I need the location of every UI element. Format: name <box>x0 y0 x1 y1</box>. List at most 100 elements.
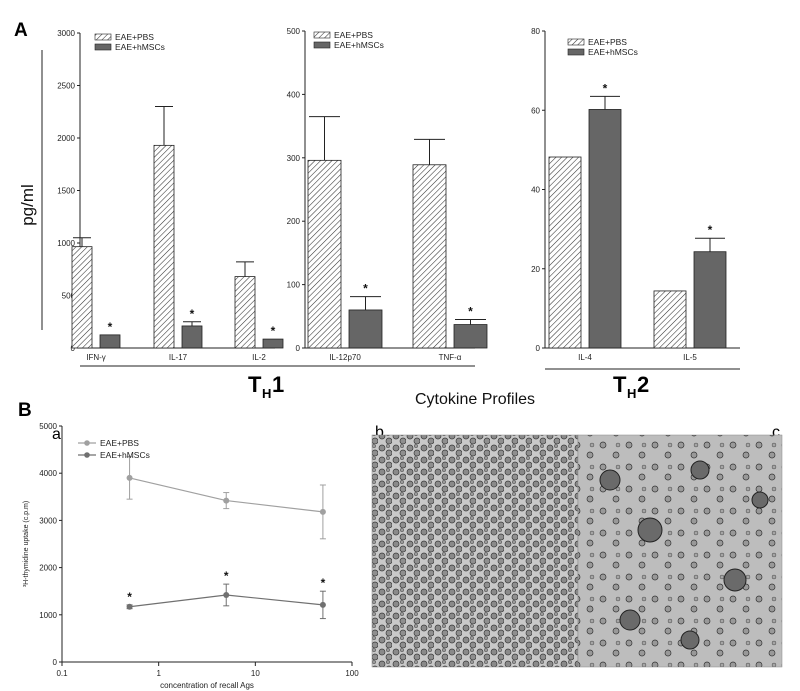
y-tick-label: 100 <box>287 281 301 290</box>
bar <box>262 338 284 349</box>
y-tick-label: 300 <box>287 154 301 163</box>
y-tick-label: 5000 <box>39 422 57 431</box>
line-chart-proliferation: 0 1000 2000 3000 4000 5000 0.1 1 10 100 concentrat… <box>23 422 359 690</box>
svg-text:2: 2 <box>637 372 649 397</box>
subpanel-label-b: b <box>375 424 384 441</box>
y-tick-label: 0 <box>296 344 301 353</box>
significance-star: * <box>108 320 113 334</box>
bar <box>71 246 93 349</box>
ylabel-pg-ml: pg/ml <box>18 184 37 226</box>
subpanel-label-a: a <box>52 426 61 443</box>
significance-star: * <box>468 304 473 318</box>
legend-swatch <box>313 41 331 49</box>
significance-star: * <box>708 223 713 237</box>
y-tick-label: 3000 <box>57 29 75 38</box>
bar <box>453 324 488 349</box>
bar <box>548 156 582 349</box>
bar <box>234 276 256 349</box>
svg-text:H: H <box>262 386 271 401</box>
category-label: IL-17 <box>169 353 188 362</box>
y-tick-label: 4000 <box>39 469 57 478</box>
y-tick-label: 200 <box>287 217 301 226</box>
legend-swatch <box>94 33 112 41</box>
bar <box>307 159 342 349</box>
panel-label-b: B <box>18 400 32 421</box>
significance-star: * <box>271 324 276 338</box>
svg-text:T: T <box>248 372 262 397</box>
significance-star: * <box>224 569 229 583</box>
legend-swatch <box>94 43 112 51</box>
y-tick-label: 0 <box>53 658 58 667</box>
legend-marker <box>84 452 90 458</box>
y-tick-label: 400 <box>287 90 301 99</box>
bar <box>693 251 727 349</box>
bar <box>153 144 175 349</box>
category-label: IL-5 <box>683 353 697 362</box>
y-tick-label: 3000 <box>39 516 57 525</box>
data-point <box>223 497 230 504</box>
x-tick-label: 1 <box>156 669 161 678</box>
y-tick-label: 80 <box>531 27 540 36</box>
bar <box>412 164 447 349</box>
y-tick-label: 500 <box>287 27 301 36</box>
y-axis-label: ³H-thymidine uptake (c.p.m) <box>23 501 30 587</box>
data-point <box>126 474 133 481</box>
legend-label: EAE+hMSCs <box>115 42 165 52</box>
y-tick-label: 2000 <box>57 134 75 143</box>
svg-text:T: T <box>613 372 627 397</box>
micrograph-c <box>577 434 783 668</box>
bar <box>99 334 121 349</box>
subpanel-label-c: c <box>772 424 780 441</box>
panel-label-a: A <box>14 20 28 41</box>
significance-star: * <box>363 282 368 296</box>
x-tick-label: 100 <box>345 669 359 678</box>
y-tick-label: 1500 <box>57 187 75 196</box>
significance-star: * <box>127 590 132 604</box>
bar <box>588 109 622 349</box>
data-point <box>223 591 230 598</box>
y-tick-label: 60 <box>531 106 540 115</box>
category-label: IL-2 <box>252 353 266 362</box>
category-label: IL-12p70 <box>329 353 361 362</box>
x-tick-label: 0.1 <box>56 669 68 678</box>
y-tick-label: 500 <box>62 292 76 301</box>
x-axis-label: concentration of recall Ags <box>160 681 254 690</box>
y-tick-label: 1000 <box>57 239 75 248</box>
legend-label: EAE+hMSCs <box>588 47 638 57</box>
micrograph-b <box>371 434 579 668</box>
data-point <box>319 508 326 515</box>
legend-label: EAE+PBS <box>588 37 627 47</box>
bar <box>653 290 687 349</box>
svg-text:1: 1 <box>272 372 284 397</box>
svg-text:H: H <box>627 386 636 401</box>
y-tick-label: 20 <box>531 265 540 274</box>
legend-marker <box>84 440 90 446</box>
significance-star: * <box>190 307 195 321</box>
legend-swatch <box>567 48 585 56</box>
th1-label: T H 1 <box>248 372 284 401</box>
legend-swatch <box>567 38 585 46</box>
significance-star: * <box>321 576 326 590</box>
legend-label: EAE+PBS <box>334 30 373 40</box>
significance-star: * <box>603 81 608 95</box>
legend-label: EAE+PBS <box>100 438 139 448</box>
y-tick-label: 0 <box>71 344 76 353</box>
legend-label: EAE+hMSCs <box>334 40 384 50</box>
bar <box>348 309 383 349</box>
data-point <box>126 603 133 610</box>
bar <box>181 325 203 349</box>
cytokine-profiles-label: Cytokine Profiles <box>415 391 535 408</box>
bar-chart-1: 0 500 1000 1500 2000 2500 3000 EAE+PBSEAE+hMSCs… <box>57 29 284 362</box>
y-tick-label: 2000 <box>39 564 57 573</box>
legend-label: EAE+hMSCs <box>100 450 150 460</box>
y-tick-label: 40 <box>531 186 540 195</box>
legend-swatch <box>313 31 331 39</box>
category-label: IFN-γ <box>86 353 106 362</box>
legend-label: EAE+PBS <box>115 32 154 42</box>
data-point <box>319 601 326 608</box>
y-tick-label: 2500 <box>57 82 75 91</box>
